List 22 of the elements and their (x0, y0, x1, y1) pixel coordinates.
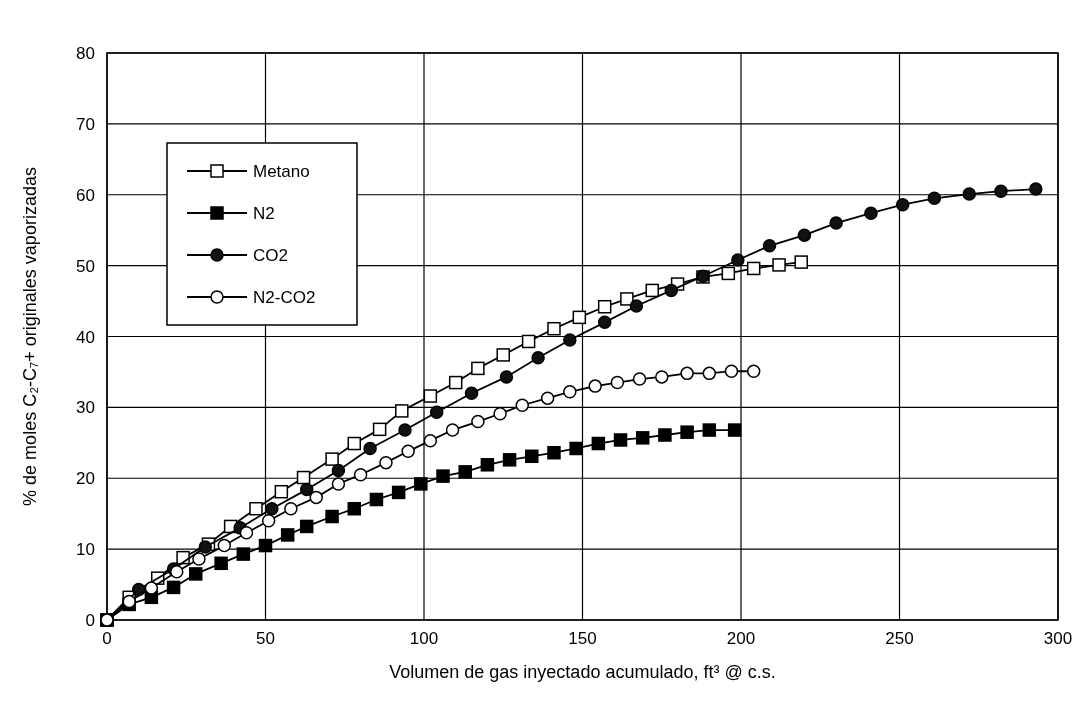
x-tick-label: 50 (256, 629, 275, 648)
x-axis-title: Volumen de gas inyectado acumulado, ft³ @ c.s. (389, 662, 776, 682)
y-tick-label: 30 (76, 398, 95, 418)
y-tick-label: 50 (76, 256, 95, 276)
x-tick-label: 150 (568, 629, 597, 648)
y-tick-label: 10 (76, 540, 95, 560)
y-tick-label: 80 (76, 44, 95, 63)
y-tick-label: 40 (76, 327, 95, 347)
legend-label: CO2 (253, 246, 288, 265)
y-tick-label: 60 (76, 185, 95, 205)
x-tick-label: 200 (726, 629, 756, 648)
y-tick-label: 20 (76, 469, 95, 489)
y-tick-label: 70 (76, 114, 95, 134)
x-tick-label: 250 (885, 629, 914, 648)
y-axis-title: % de moles C₂-C₇+ originales vaporizadas (20, 167, 40, 506)
legend-label: Metano (253, 162, 310, 181)
y-tick-label: 0 (85, 611, 95, 630)
x-tick-label: 100 (409, 629, 439, 648)
legend-label: N2-CO2 (253, 288, 316, 307)
x-tick-label: 300 (1043, 629, 1073, 648)
x-tick-label: 0 (102, 629, 112, 648)
legend-label: N2 (253, 204, 275, 223)
